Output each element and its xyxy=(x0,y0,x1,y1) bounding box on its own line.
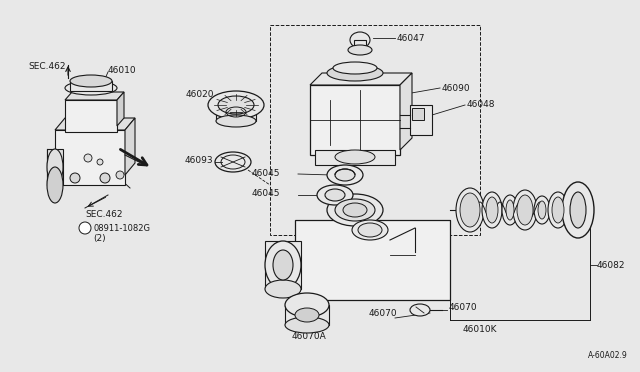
Ellipse shape xyxy=(460,193,480,227)
Ellipse shape xyxy=(502,195,518,225)
Polygon shape xyxy=(125,118,135,175)
Text: 46045: 46045 xyxy=(252,169,280,177)
Ellipse shape xyxy=(218,96,254,114)
Bar xyxy=(412,108,424,120)
Ellipse shape xyxy=(410,304,430,316)
Text: 46045: 46045 xyxy=(252,189,280,198)
Ellipse shape xyxy=(265,241,301,289)
Ellipse shape xyxy=(358,223,382,237)
Ellipse shape xyxy=(47,167,63,203)
Bar xyxy=(354,40,366,50)
Text: 46070: 46070 xyxy=(369,308,397,317)
Circle shape xyxy=(79,222,91,234)
Bar xyxy=(65,100,117,132)
Bar xyxy=(315,150,395,165)
Bar xyxy=(70,81,112,91)
Text: N: N xyxy=(81,224,86,230)
Text: A-60A02.9: A-60A02.9 xyxy=(588,351,628,360)
Ellipse shape xyxy=(335,169,355,181)
Polygon shape xyxy=(310,73,412,85)
Bar xyxy=(265,241,301,289)
Ellipse shape xyxy=(295,308,319,322)
Ellipse shape xyxy=(327,65,383,81)
Ellipse shape xyxy=(273,250,293,280)
Ellipse shape xyxy=(538,201,546,219)
Ellipse shape xyxy=(506,200,514,220)
Ellipse shape xyxy=(517,195,533,225)
Text: SEC.462: SEC.462 xyxy=(85,210,122,219)
Text: 46020: 46020 xyxy=(186,90,214,99)
Bar xyxy=(216,105,256,121)
Text: 46082: 46082 xyxy=(597,260,625,269)
Ellipse shape xyxy=(335,150,375,164)
Ellipse shape xyxy=(552,197,564,223)
Ellipse shape xyxy=(285,317,329,333)
Ellipse shape xyxy=(348,45,372,55)
Ellipse shape xyxy=(70,75,112,87)
Text: SEC.462: SEC.462 xyxy=(28,62,65,71)
Text: 46047: 46047 xyxy=(397,33,426,42)
Bar xyxy=(295,220,450,300)
Ellipse shape xyxy=(317,185,353,205)
Text: 46048: 46048 xyxy=(467,99,495,109)
Bar xyxy=(157,12,630,355)
Ellipse shape xyxy=(343,203,367,217)
Ellipse shape xyxy=(333,62,377,74)
Ellipse shape xyxy=(65,81,117,95)
Ellipse shape xyxy=(350,32,370,48)
Ellipse shape xyxy=(47,149,63,185)
Ellipse shape xyxy=(548,192,568,228)
Text: (2): (2) xyxy=(93,234,106,243)
Ellipse shape xyxy=(352,220,388,240)
Ellipse shape xyxy=(482,192,502,228)
Polygon shape xyxy=(117,92,124,126)
Ellipse shape xyxy=(208,91,264,119)
Ellipse shape xyxy=(335,199,375,221)
Ellipse shape xyxy=(534,196,550,224)
Text: 08911-1082G: 08911-1082G xyxy=(93,224,150,233)
Text: 46010: 46010 xyxy=(108,66,136,75)
Ellipse shape xyxy=(456,188,484,232)
Circle shape xyxy=(84,154,92,162)
Circle shape xyxy=(100,173,110,183)
Ellipse shape xyxy=(513,190,537,230)
Text: 46090: 46090 xyxy=(442,83,470,93)
Ellipse shape xyxy=(486,197,498,223)
Text: 46093: 46093 xyxy=(185,155,214,164)
Polygon shape xyxy=(65,92,124,100)
Bar xyxy=(0,0,157,372)
Ellipse shape xyxy=(327,165,363,185)
Bar xyxy=(270,25,480,235)
Bar xyxy=(55,130,125,185)
Circle shape xyxy=(70,173,80,183)
Bar xyxy=(410,105,432,135)
Bar xyxy=(47,149,63,185)
Polygon shape xyxy=(55,118,135,130)
Ellipse shape xyxy=(570,192,586,228)
Text: 46070: 46070 xyxy=(449,304,477,312)
Circle shape xyxy=(116,171,124,179)
Ellipse shape xyxy=(325,189,345,201)
Ellipse shape xyxy=(265,280,301,298)
Circle shape xyxy=(97,159,103,165)
Text: 46010K: 46010K xyxy=(463,325,497,334)
Polygon shape xyxy=(400,73,412,150)
Bar xyxy=(285,305,329,325)
Ellipse shape xyxy=(562,182,594,238)
Bar xyxy=(310,85,400,155)
Ellipse shape xyxy=(285,293,329,317)
Text: 46070A: 46070A xyxy=(292,332,327,341)
Ellipse shape xyxy=(216,115,256,127)
Ellipse shape xyxy=(327,194,383,226)
